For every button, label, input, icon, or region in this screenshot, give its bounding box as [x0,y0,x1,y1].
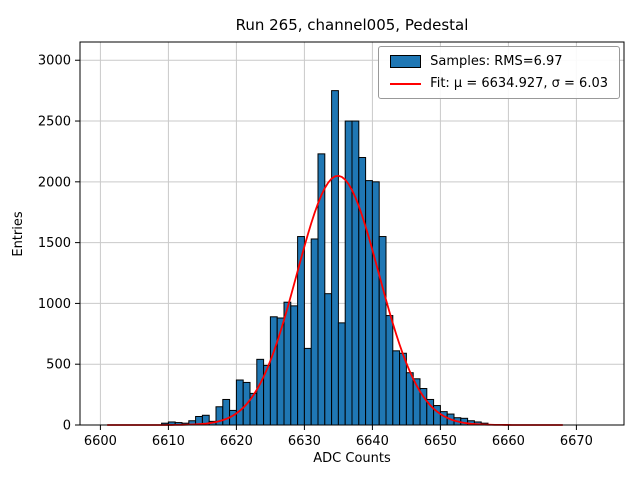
x-tick-label: 6660 [492,434,525,449]
x-tick-label: 6610 [152,434,185,449]
x-tick-label: 6670 [560,434,593,449]
chart-title: Run 265, channel005, Pedestal [236,16,469,34]
y-axis-label: Entries [11,211,26,257]
legend: Samples: RMS=6.97 Fit: μ = 6634.927, σ =… [378,46,620,99]
legend-item-fit: Fit: μ = 6634.927, σ = 6.03 [390,76,608,91]
fit-line-swatch-icon [390,82,422,85]
x-tick-label: 6640 [356,434,389,449]
x-tick-label: 6600 [84,434,117,449]
y-tick-label: 0 [63,419,71,434]
y-tick-label: 3000 [38,54,71,69]
y-tick-label: 2000 [38,175,71,190]
y-tick-label: 500 [46,358,71,373]
legend-label-fit: Fit: μ = 6634.927, σ = 6.03 [430,76,608,91]
x-tick-label: 6630 [288,434,321,449]
y-tick-label: 2500 [38,115,71,130]
axes-frame [79,41,625,426]
y-tick-label: 1500 [38,236,71,251]
x-tick-label: 6620 [220,434,253,449]
x-axis-label: ADC Counts [313,451,391,466]
axis-ticks: 6600 6610 6620 6630 6640 6650 6660 6670 0 500 1000… [38,54,593,449]
x-tick-label: 6650 [424,434,457,449]
histogram-bars [161,90,489,426]
legend-label-samples: Samples: RMS=6.97 [430,54,563,69]
samples-swatch-icon [390,55,422,68]
y-tick-label: 1000 [38,297,71,312]
legend-item-samples: Samples: RMS=6.97 [390,54,608,69]
